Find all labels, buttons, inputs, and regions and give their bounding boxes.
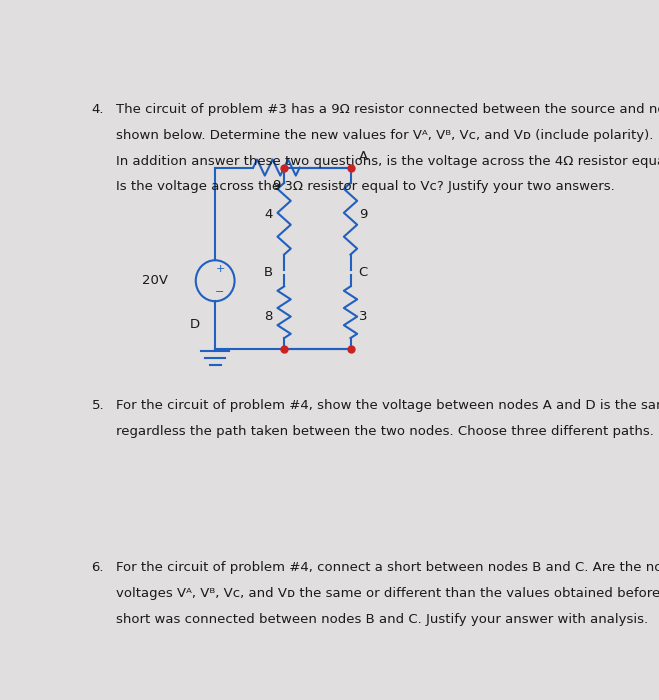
Text: +: + <box>215 265 225 274</box>
Text: D: D <box>190 318 200 331</box>
Text: 9: 9 <box>358 208 367 221</box>
Text: shown below. Determine the new values for Vᴬ, Vᴮ, Vᴄ, and Vᴅ (include polarity).: shown below. Determine the new values fo… <box>115 129 653 141</box>
Text: The circuit of problem #3 has a 9Ω resistor connected between the source and nod: The circuit of problem #3 has a 9Ω resis… <box>115 103 659 116</box>
Text: For the circuit of problem #4, connect a short between nodes B and C. Are the no: For the circuit of problem #4, connect a… <box>115 561 659 574</box>
Text: 6.: 6. <box>92 561 104 574</box>
Text: Is the voltage across the 3Ω resistor equal to Vᴄ? Justify your two answers.: Is the voltage across the 3Ω resistor eq… <box>115 181 614 193</box>
Text: C: C <box>358 266 368 279</box>
Text: 4.: 4. <box>92 103 104 116</box>
Text: 3: 3 <box>358 310 367 323</box>
Text: short was connected between nodes B and C. Justify your answer with analysis.: short was connected between nodes B and … <box>115 612 648 626</box>
Text: 8: 8 <box>264 310 273 323</box>
Text: A: A <box>358 150 368 163</box>
Text: −: − <box>215 287 225 297</box>
Text: 4: 4 <box>264 208 273 221</box>
Text: In addition answer these two questions, is the voltage across the 4Ω resistor eq: In addition answer these two questions, … <box>115 155 659 167</box>
Text: 20V: 20V <box>142 274 167 287</box>
Text: 5.: 5. <box>92 399 104 412</box>
Text: For the circuit of problem #4, show the voltage between nodes A and D is the sam: For the circuit of problem #4, show the … <box>115 399 659 412</box>
Text: voltages Vᴬ, Vᴮ, Vᴄ, and Vᴅ the same or different than the values obtained befor: voltages Vᴬ, Vᴮ, Vᴄ, and Vᴅ the same or … <box>115 587 659 600</box>
Text: regardless the path taken between the two nodes. Choose three different paths.: regardless the path taken between the tw… <box>115 425 654 438</box>
Text: 9: 9 <box>272 179 281 193</box>
Text: B: B <box>264 266 273 279</box>
